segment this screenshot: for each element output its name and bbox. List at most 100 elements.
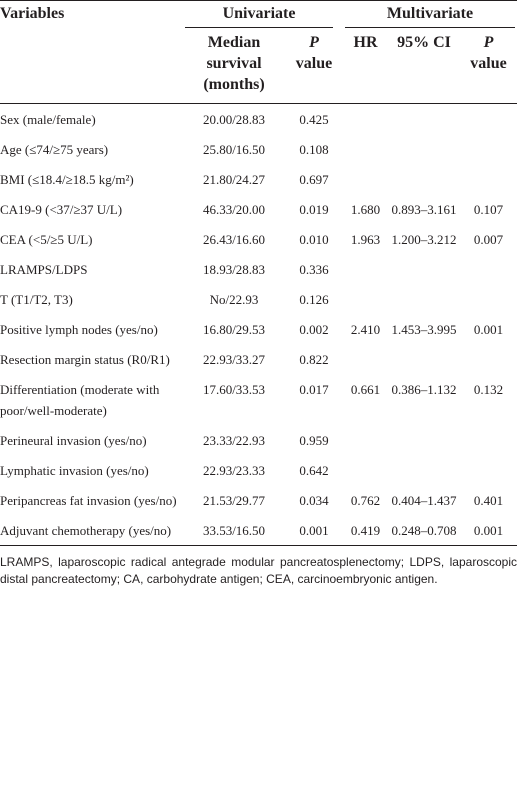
column-header: 95% CI bbox=[388, 30, 460, 104]
table-cell bbox=[460, 455, 517, 485]
table-cell: 0.017 bbox=[299, 382, 329, 397]
table-cell: 21.53/29.77 bbox=[202, 493, 266, 508]
table-cell: T (T1/T2, T3) bbox=[0, 292, 73, 307]
table-cell: 0.404–1.437 bbox=[391, 493, 457, 508]
table-cell: Adjuvant chemotherapy (yes/no) bbox=[0, 523, 172, 538]
table-cell: 1.680 bbox=[350, 202, 381, 217]
table-cell: 26.43/16.60 bbox=[202, 232, 266, 247]
table-cell bbox=[343, 134, 388, 164]
table-cell bbox=[388, 164, 460, 194]
table-cell: 1.963 bbox=[350, 232, 381, 247]
table-cell: 0.425 bbox=[299, 112, 329, 127]
table-cell: 0.007 bbox=[473, 232, 504, 247]
table-cell bbox=[460, 134, 517, 164]
table-cell: Lymphatic invasion (yes/no) bbox=[0, 463, 149, 478]
table-cell bbox=[388, 455, 460, 485]
table-cell bbox=[343, 425, 388, 455]
column-header: HR bbox=[343, 30, 388, 104]
table-cell: 0.132 bbox=[473, 382, 504, 397]
table-row: T (T1/T2, T3) No/22.93 0.126 bbox=[0, 284, 517, 314]
column-header-text: Median survival (months) bbox=[203, 34, 265, 93]
table-cell bbox=[460, 284, 517, 314]
table-cell: Age (≤74/≥75 years) bbox=[0, 142, 109, 157]
table-row: Peripancreas fat invasion (yes/no) 21.53/… bbox=[0, 485, 517, 515]
table-row: Perineural invasion (yes/no) 23.33/22.93 0… bbox=[0, 425, 517, 455]
table-cell: 0.386–1.132 bbox=[391, 382, 457, 397]
table-cell bbox=[343, 344, 388, 374]
table-cell: 20.00/28.83 bbox=[202, 112, 266, 127]
table-cell: 0.002 bbox=[299, 322, 329, 337]
table-row: Lymphatic invasion (yes/no) 22.93/23.33 0.… bbox=[0, 455, 517, 485]
results-table: Variables Univariate Multivariate Median… bbox=[0, 0, 517, 546]
table-cell: BMI (≤18.4/≥18.5 kg/m²) bbox=[0, 172, 134, 187]
table-cell bbox=[343, 164, 388, 194]
table-cell: 0.419 bbox=[350, 523, 381, 538]
table-cell: 0.001 bbox=[299, 523, 329, 538]
table-row: CEA (<5/≥5 U/L) 26.43/16.60 0.010 1.963 1.20… bbox=[0, 224, 517, 254]
column-header-text: value bbox=[295, 55, 333, 72]
column-header-text: 95% CI bbox=[397, 34, 451, 51]
table-cell bbox=[460, 164, 517, 194]
table-cell bbox=[343, 104, 388, 135]
table-cell: 0.010 bbox=[299, 232, 329, 247]
table-cell: 0.642 bbox=[299, 463, 329, 478]
table-cell bbox=[388, 344, 460, 374]
table-cell: Differentiation (moderate with poor/well… bbox=[0, 382, 160, 418]
table-cell: 0.401 bbox=[473, 493, 504, 508]
table-cell: 0.108 bbox=[299, 142, 329, 157]
table-row: BMI (≤18.4/≥18.5 kg/m²) 21.80/24.27 0.697 bbox=[0, 164, 517, 194]
table-cell: 23.33/22.93 bbox=[202, 433, 266, 448]
table-cell: 0.762 bbox=[350, 493, 381, 508]
table-cell bbox=[388, 254, 460, 284]
table-cell bbox=[388, 284, 460, 314]
table-row: Resection margin status (R0/R1) 22.93/33.… bbox=[0, 344, 517, 374]
table-cell bbox=[388, 134, 460, 164]
table-cell: 2.410 bbox=[350, 322, 381, 337]
table-cell: 21.80/24.27 bbox=[202, 172, 266, 187]
table-cell: Resection margin status (R0/R1) bbox=[0, 352, 170, 367]
table-cell bbox=[460, 425, 517, 455]
table-cell bbox=[343, 455, 388, 485]
table-cell: LRAMPS/LDPS bbox=[0, 262, 88, 277]
table-cell: 46.33/20.00 bbox=[202, 202, 266, 217]
table-cell: 0.822 bbox=[299, 352, 329, 367]
footnote: LRAMPS, laparoscopic radical antegrade m… bbox=[0, 555, 517, 586]
table-cell: 0.661 bbox=[350, 382, 381, 397]
header-variables: Variables bbox=[0, 5, 65, 22]
table-cell bbox=[388, 104, 460, 135]
table-cell: 1.200–3.212 bbox=[391, 232, 457, 247]
table-cell bbox=[460, 344, 517, 374]
table-cell: 0.697 bbox=[299, 172, 329, 187]
table-cell bbox=[343, 284, 388, 314]
table-cell: 33.53/16.50 bbox=[202, 523, 266, 538]
table-cell: 17.60/33.53 bbox=[202, 382, 266, 397]
column-header: Median survival (months) bbox=[183, 30, 285, 104]
table-cell: 0.001 bbox=[473, 322, 504, 337]
table-cell bbox=[388, 425, 460, 455]
column-header-italic: P bbox=[483, 34, 494, 51]
table-cell: 18.93/28.83 bbox=[202, 262, 266, 277]
header-univariate: Univariate bbox=[185, 3, 333, 28]
table-cell: 25.80/16.50 bbox=[202, 142, 266, 157]
table-cell: 0.019 bbox=[299, 202, 329, 217]
table-cell: 1.453–3.995 bbox=[391, 322, 457, 337]
column-header-text: value bbox=[470, 55, 507, 72]
table-cell: 0.248–0.708 bbox=[391, 523, 457, 538]
table-cell: CEA (<5/≥5 U/L) bbox=[0, 232, 93, 247]
table-cell bbox=[343, 254, 388, 284]
table-row: Age (≤74/≥75 years) 25.80/16.50 0.108 bbox=[0, 134, 517, 164]
table-row: CA19-9 (<37/≥37 U/L) 46.33/20.00 0.019 1.68… bbox=[0, 194, 517, 224]
table-cell: 22.93/23.33 bbox=[202, 463, 266, 478]
table-cell bbox=[460, 104, 517, 135]
table-cell: 0.336 bbox=[299, 262, 329, 277]
table-cell: 0.959 bbox=[299, 433, 329, 448]
table-cell: 0.893–3.161 bbox=[391, 202, 457, 217]
header-multivariate: Multivariate bbox=[345, 3, 516, 28]
table-cell: 0.034 bbox=[299, 493, 329, 508]
table-cell: Perineural invasion (yes/no) bbox=[0, 433, 147, 448]
table-cell: Positive lymph nodes (yes/no) bbox=[0, 322, 158, 337]
table-cell: No/22.93 bbox=[209, 292, 259, 307]
table-cell: 16.80/29.53 bbox=[202, 322, 266, 337]
